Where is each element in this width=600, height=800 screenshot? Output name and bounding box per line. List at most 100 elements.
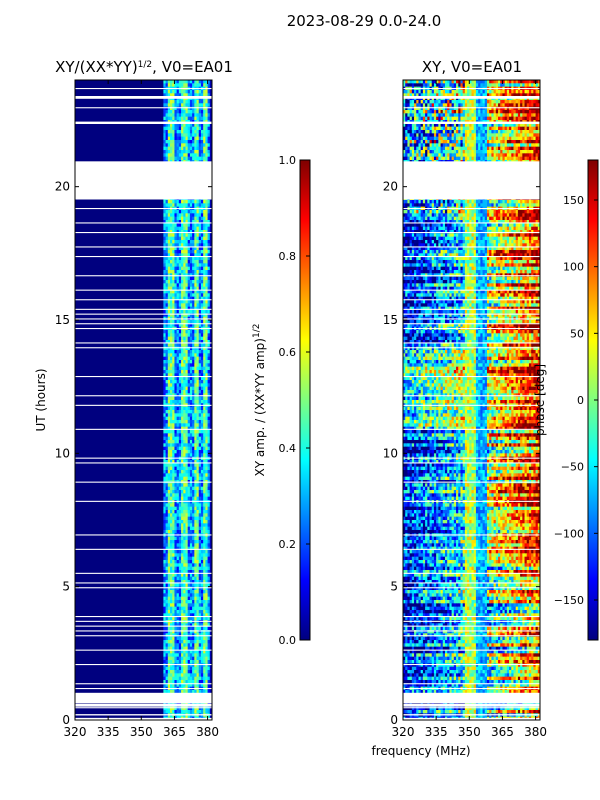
amp-cell <box>170 230 173 234</box>
amp-cell <box>198 200 202 204</box>
amp-cell <box>170 243 173 248</box>
amp-cell <box>207 100 211 104</box>
amp-cell <box>203 200 206 204</box>
amp-cell <box>187 240 191 244</box>
amp-cell <box>185 100 189 104</box>
amp-cell <box>165 236 169 241</box>
amp-cell <box>181 126 184 131</box>
amp-cell <box>187 136 191 141</box>
amp-cell <box>183 113 186 118</box>
amp-cell <box>189 126 193 131</box>
amp-cell <box>192 283 195 288</box>
amp-cell <box>167 110 171 114</box>
amp-cell <box>170 260 173 264</box>
amp-cell <box>194 123 197 128</box>
amp-cell <box>185 273 189 278</box>
amp-cell <box>172 230 175 234</box>
amp-cell <box>205 106 208 111</box>
amp-cell <box>176 250 180 254</box>
amp-cell <box>174 233 178 238</box>
amp-cell <box>194 126 197 131</box>
amp-cell <box>181 216 184 221</box>
amp-cell <box>178 293 182 298</box>
amp-cell <box>170 130 173 134</box>
amp-cell <box>183 253 186 258</box>
amp-cell <box>163 80 166 84</box>
amp-cell <box>163 290 166 294</box>
amp-cell <box>187 220 191 224</box>
amp-cell <box>187 93 191 98</box>
amp-cell <box>196 113 200 118</box>
amp-cell <box>200 226 204 231</box>
amp-cell <box>167 293 171 298</box>
amp-cell <box>192 216 195 221</box>
amp-cell <box>207 106 211 111</box>
amp-cell <box>207 130 211 134</box>
amp-cell <box>178 153 182 158</box>
data-gap-line <box>75 404 212 406</box>
amp-cell <box>185 136 189 141</box>
amp-cell <box>205 133 208 138</box>
amp-cell <box>176 283 180 288</box>
amp-cell <box>203 150 206 154</box>
amp-cell <box>170 200 173 204</box>
amp-cell <box>198 153 202 158</box>
amp-cell <box>172 116 175 121</box>
amp-cell <box>200 256 204 261</box>
amp-cell <box>205 146 208 151</box>
amp-cell <box>174 113 178 118</box>
amp-cell <box>172 236 175 241</box>
amp-cell <box>176 276 180 281</box>
amp-cell <box>172 133 175 138</box>
amp-cell <box>209 100 213 104</box>
amp-cell <box>203 156 206 161</box>
amp-cell <box>165 290 169 294</box>
amp-cell <box>192 276 195 281</box>
amp-cell <box>205 140 208 144</box>
amp-cell <box>183 133 186 138</box>
amp-cell <box>187 293 191 298</box>
amp-cell <box>200 203 204 208</box>
amp-cell <box>198 226 202 231</box>
amp-cell <box>194 93 197 98</box>
amp-cell <box>163 123 166 128</box>
amp-cell <box>170 83 173 88</box>
amp-cell <box>187 153 191 158</box>
amp-cell <box>185 256 189 261</box>
amp-cell <box>207 156 211 161</box>
data-gap-line <box>75 342 212 344</box>
amp-cell <box>203 246 206 251</box>
amp-cell <box>192 123 195 128</box>
amp-cell <box>200 140 204 144</box>
amp-cell <box>172 243 175 248</box>
amp-cell <box>163 106 166 111</box>
amp-cell <box>192 220 195 224</box>
amp-cell <box>181 213 184 218</box>
amp-cell <box>183 150 186 154</box>
amp-cell <box>165 106 169 111</box>
amp-cell <box>209 233 213 238</box>
data-gap-line <box>75 88 212 90</box>
amp-cell <box>167 276 171 281</box>
amp-cell <box>189 256 193 261</box>
amp-cell <box>170 220 173 224</box>
amp-cell <box>167 103 171 108</box>
amp-cell <box>205 123 208 128</box>
amp-cell <box>209 146 213 151</box>
amp-cell <box>170 216 173 221</box>
amp-cell <box>185 286 189 291</box>
amp-cell <box>189 250 193 254</box>
amp-cell <box>209 83 213 88</box>
amp-cell <box>185 110 189 114</box>
amp-cell <box>192 213 195 218</box>
amp-cell <box>194 273 197 278</box>
amp-cell <box>172 110 175 114</box>
amp-cell <box>178 110 182 114</box>
amp-cell <box>165 270 169 274</box>
data-gap-line <box>75 174 212 176</box>
amp-cell <box>209 106 213 111</box>
amp-cell <box>192 230 195 234</box>
amp-cell <box>198 90 202 94</box>
amp-cell <box>165 220 169 224</box>
amp-cell <box>196 223 200 228</box>
